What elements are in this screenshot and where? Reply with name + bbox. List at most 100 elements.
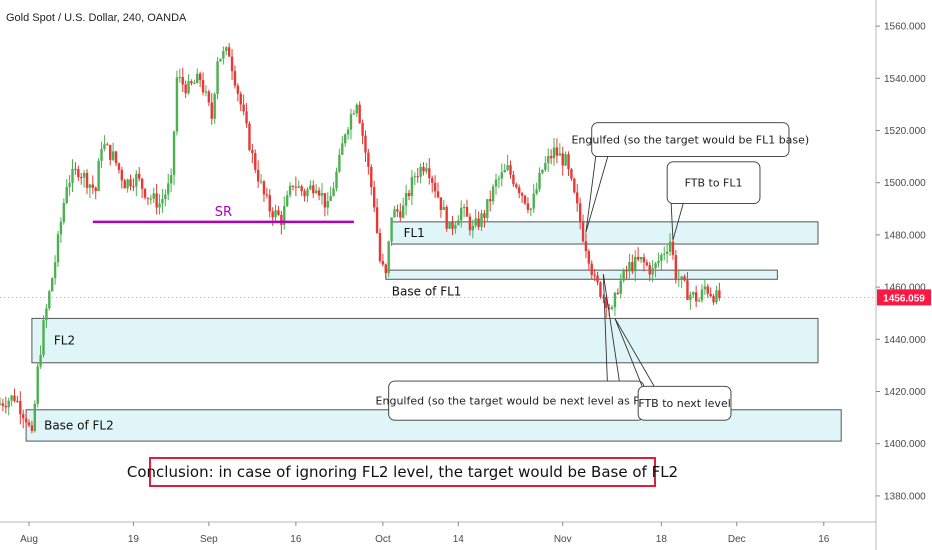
sr-level: SR [92,205,354,224]
candle-body [465,206,469,217]
candle-body [396,209,399,212]
candle-body [515,184,518,188]
callout-box [666,161,761,205]
candle-body [230,56,234,72]
candle-body [605,297,608,308]
time-tick-label: 16 [290,534,302,545]
candle-body [236,85,240,94]
zone-label: Base of FL1 [392,284,462,298]
candle-body [404,193,408,206]
candle-body [712,296,715,303]
candle-body [422,166,425,172]
candle-body [375,207,379,233]
candle-body [45,308,48,321]
candle-body [204,91,208,93]
candle-body [138,173,141,179]
candle-body [248,123,251,151]
candle-body [491,186,495,202]
candle-body [587,251,591,264]
candle-body [216,61,219,94]
candle-body [178,76,182,78]
candle-body [523,195,527,204]
candle-body [274,210,277,218]
candle-body [97,160,100,192]
time-tick-label: 18 [656,534,668,545]
conclusion-box: Conclusion: in case of ignoring FL2 leve… [127,457,678,487]
candle-body [399,211,402,218]
candle-body [468,216,472,231]
candle-body [692,292,695,295]
callout-box [591,122,790,158]
candle-body [27,422,31,426]
candle-body [149,198,153,200]
callout-text: FTB to next level [638,397,730,410]
candle-body [42,320,45,356]
zone-label: FL1 [404,226,425,240]
candle-body [581,222,585,242]
candle-body [700,289,704,301]
candle-body [285,195,289,207]
candle-body [390,217,393,242]
candle-body [33,403,37,431]
candle-body [227,47,231,57]
candle-body [51,278,54,292]
candle-body [477,218,480,227]
candle-body [622,270,625,281]
candle-body [471,225,475,231]
candle-body [642,257,646,263]
candle-body [349,114,353,130]
candle-body [77,169,80,178]
candle-body [703,286,707,290]
candle-body [22,414,25,419]
candle-body [329,195,332,202]
zone-label: Base of FL2 [44,418,114,432]
candle-body [338,154,341,172]
time-tick-label: Nov [554,534,572,545]
candle-body [213,93,216,119]
candle-body [526,203,530,210]
candle-body [541,169,544,174]
candle-body [233,71,237,86]
candle-body [607,307,611,309]
candle-body [242,104,245,112]
time-tick-label: 16 [818,534,830,545]
candle-body [660,254,663,261]
candle-body [167,183,170,195]
conclusion-text: Conclusion: in case of ignoring FL2 leve… [127,463,678,481]
candle-body [654,263,657,269]
candle-body [576,192,579,204]
candle-body [532,193,535,209]
candle-body [460,207,463,221]
candle-body [584,241,588,252]
candle-body [169,175,173,184]
candle-body [320,193,324,196]
candle-body [85,172,89,188]
candle-body [625,270,628,272]
candle-body [686,280,689,300]
candle-body [68,183,71,187]
candle-body [271,211,274,218]
candle-body [439,197,443,210]
candle-body [16,400,19,402]
candle-body [103,144,106,149]
time-tick-label: 14 [453,534,465,545]
candle-body [518,187,521,194]
callout-text: Engulfed (so the target would be FL1 bas… [571,134,809,147]
candle-body [544,162,547,170]
candle-body [570,169,573,179]
callout-text: Engulfed (so the target would be next le… [376,395,658,408]
candle-body [164,194,167,200]
candle-body [219,58,222,62]
sr-label: SR [215,205,232,220]
candle-body [529,208,533,210]
candle-body [210,102,213,119]
candle-body [201,80,205,93]
candle-body [674,255,678,280]
price-tick-label: 1500.000 [884,178,926,189]
candle-body [419,166,422,177]
last-price-badge [877,289,931,306]
candle-body [24,418,28,423]
chart-title: Gold Spot / U.S. Dollar, 240, OANDA [6,12,187,24]
candle-body [317,190,321,196]
